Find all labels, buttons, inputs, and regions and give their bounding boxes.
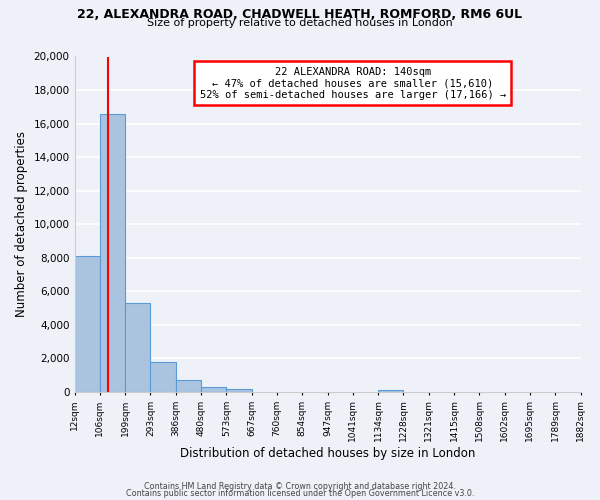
Text: Size of property relative to detached houses in London: Size of property relative to detached ho… (147, 18, 453, 28)
Bar (74, 256, 100, 392)
X-axis label: Distribution of detached houses by size in London: Distribution of detached houses by size … (180, 447, 475, 460)
Bar (226, 389, 251, 392)
Text: 22 ALEXANDRA ROAD: 140sqm
← 47% of detached houses are smaller (15,610)
52% of s: 22 ALEXANDRA ROAD: 140sqm ← 47% of detac… (200, 66, 506, 100)
Text: 22, ALEXANDRA ROAD, CHADWELL HEATH, ROMFORD, RM6 6UL: 22, ALEXANDRA ROAD, CHADWELL HEATH, ROMF… (77, 8, 523, 20)
Text: Contains HM Land Registry data © Crown copyright and database right 2024.: Contains HM Land Registry data © Crown c… (144, 482, 456, 491)
Bar (201, 386, 226, 392)
Text: Contains public sector information licensed under the Open Government Licence v3: Contains public sector information licen… (126, 490, 474, 498)
Bar (125, 303, 151, 392)
Bar (176, 380, 201, 392)
Bar (100, 114, 125, 392)
Bar (151, 362, 176, 392)
Y-axis label: Number of detached properties: Number of detached properties (15, 131, 28, 317)
Bar (378, 390, 403, 392)
